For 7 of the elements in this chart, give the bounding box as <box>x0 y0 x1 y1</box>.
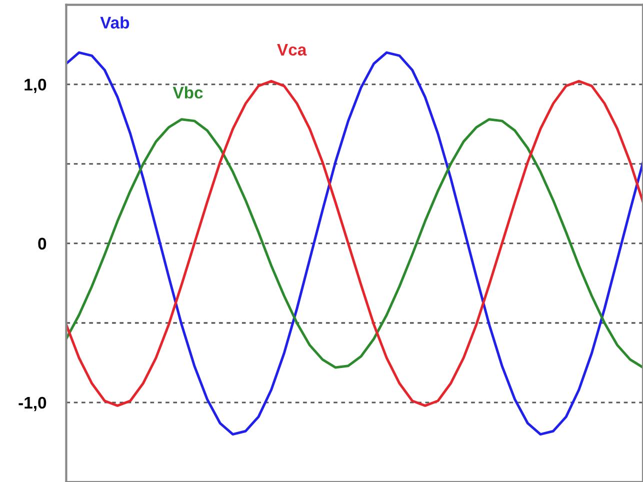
y-tick-label: 1,0 <box>24 78 46 93</box>
series-label: Vab <box>100 16 130 29</box>
y-tick-label: 0 <box>38 238 46 250</box>
y-tick-label: -1,0 <box>18 396 46 412</box>
series-label: Vbc <box>172 86 203 99</box>
series-label: Vca <box>277 44 307 56</box>
line-series <box>66 118 643 369</box>
